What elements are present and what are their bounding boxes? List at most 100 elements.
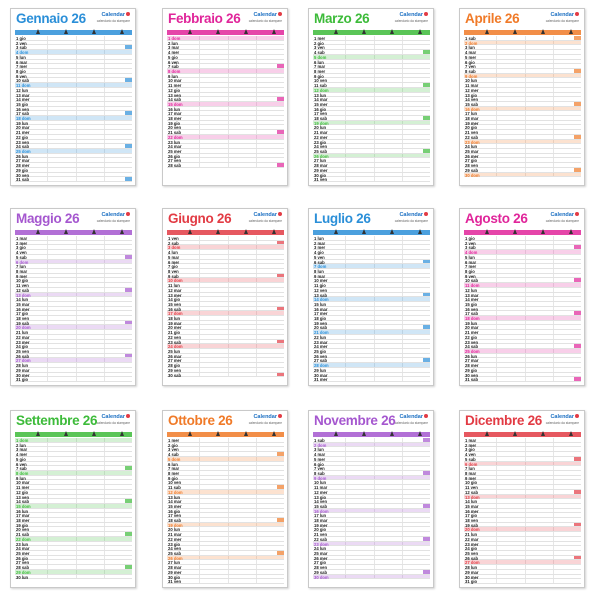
day-row: 14 mer xyxy=(15,97,132,102)
day-number: 5 mer xyxy=(314,456,326,462)
moon-phase-icon xyxy=(216,431,221,436)
day-number: 18 ven xyxy=(16,316,30,322)
month-card[interactable]: Aprile 26 Calendar calendario da stampare 1… xyxy=(459,8,585,186)
day-number: 19 mar xyxy=(168,320,182,326)
week-cell xyxy=(574,462,581,466)
column-divider xyxy=(373,438,375,580)
day-number: 20 ven xyxy=(16,527,30,533)
moon-phase-icon xyxy=(485,229,490,234)
week-header-bar xyxy=(464,230,581,235)
day-row: 20 dom xyxy=(464,527,581,532)
day-number: 23 dom xyxy=(314,541,329,547)
week-cell xyxy=(574,278,581,283)
moon-phase-icon xyxy=(390,229,395,234)
month-card[interactable]: Luglio 26 Calendar calendario da stampare 1… xyxy=(308,208,434,386)
day-row: 26 ven xyxy=(313,354,430,359)
week-cell xyxy=(574,288,581,292)
brand-logo: Calendar calendario da stampare xyxy=(249,212,282,224)
day-number: 13 mar xyxy=(16,92,30,98)
day-row: 1 gio xyxy=(15,36,132,41)
day-row: 12 gio xyxy=(15,490,132,495)
day-row: 4 mer xyxy=(15,452,132,457)
week-cell xyxy=(574,154,581,158)
week-cell xyxy=(277,462,284,466)
day-rows: 1 dom 2 lun 3 mar 4 mer 5 gio 6 ven 7 sab 8 dom… xyxy=(15,438,132,584)
moon-phase-icon xyxy=(272,431,277,436)
month-card[interactable]: Agosto 26 Calendar calendario da stampare 1… xyxy=(459,208,585,386)
week-cell xyxy=(574,575,581,579)
day-row: 18 dom xyxy=(15,116,132,121)
day-row: 25 mar xyxy=(313,551,430,556)
month-title: Giugno 26 xyxy=(168,211,232,226)
week-cell xyxy=(277,236,284,240)
week-cell xyxy=(423,476,430,480)
day-row: 1 ven xyxy=(167,236,284,241)
week-cell xyxy=(125,60,132,64)
day-row: 24 lun xyxy=(464,144,581,149)
week-cell xyxy=(423,102,430,106)
month-card[interactable]: Settembre 26 Calendar calendario da stampa… xyxy=(10,410,136,588)
week-cell xyxy=(423,503,430,508)
week-cell xyxy=(277,518,284,522)
month-card[interactable]: Giugno 26 Calendar calendario da stampare 1… xyxy=(162,208,288,386)
day-row: 16 gio xyxy=(167,509,284,514)
week-cell xyxy=(125,532,132,536)
day-row: 6 ven xyxy=(167,60,284,65)
day-number: 30 dom xyxy=(314,574,329,580)
day-number: 20 sab xyxy=(314,325,328,331)
week-cell xyxy=(423,363,430,367)
day-row: 23 lun xyxy=(167,140,284,145)
day-row: 6 mar xyxy=(464,260,581,265)
day-number: 24 mar xyxy=(168,144,182,150)
day-row: 25 lun xyxy=(167,349,284,354)
month-card[interactable]: Ottobre 26 Calendar calendario da stampare… xyxy=(162,410,288,588)
day-row: 20 ven xyxy=(15,527,132,532)
month-title: Settembre 26 xyxy=(16,413,98,428)
week-cell xyxy=(423,107,430,111)
week-cell xyxy=(277,55,284,59)
day-row: 28 dom xyxy=(313,363,430,368)
day-number: 26 ven xyxy=(314,353,328,359)
day-number: 18 mer xyxy=(16,518,30,524)
column-divider xyxy=(103,236,105,382)
week-cell xyxy=(423,121,430,125)
day-row: 13 gio xyxy=(313,495,430,500)
month-card[interactable]: Novembre 26 Calendar calendario da stampar… xyxy=(308,410,434,588)
week-cell xyxy=(574,513,581,517)
week-cell xyxy=(277,513,284,517)
day-number: 8 gio xyxy=(16,68,26,74)
month-card[interactable]: Maggio 26 Calendar calendario da stampare 1… xyxy=(10,208,136,386)
month-card[interactable]: Dicembre 26 Calendar calendario da stampar… xyxy=(459,410,585,588)
week-cell xyxy=(574,447,581,451)
week-cell xyxy=(423,83,430,87)
day-number: 22 mer xyxy=(168,536,182,542)
day-number: 22 mar xyxy=(465,536,479,542)
month-title: Gennaio 26 xyxy=(16,11,86,26)
day-row: 10 lun xyxy=(464,78,581,83)
month-card[interactable]: Febbraio 26 Calendar calendario da stampar… xyxy=(162,8,288,186)
moon-phase-icon xyxy=(569,229,574,234)
week-cell xyxy=(277,457,284,461)
day-row: 29 mar xyxy=(15,368,132,373)
day-number: 7 ven xyxy=(314,466,325,472)
day-number: 29 mer xyxy=(168,569,182,575)
week-cell xyxy=(423,373,430,377)
moon-phase-icon xyxy=(569,431,574,436)
day-row: 25 mer xyxy=(15,551,132,556)
day-number: 13 dom xyxy=(16,292,31,298)
day-number: 8 sab xyxy=(465,68,476,74)
day-number: 27 mar xyxy=(16,158,30,164)
week-cell xyxy=(125,504,132,508)
week-cell xyxy=(125,542,132,546)
month-card[interactable]: Gennaio 26 Calendar calendario da stampare… xyxy=(10,8,136,186)
day-row: 26 mer xyxy=(313,556,430,561)
week-cell xyxy=(574,340,581,344)
day-row: 9 gio xyxy=(167,476,284,481)
day-number: 19 sab xyxy=(16,320,30,326)
week-cell xyxy=(125,173,132,177)
month-card[interactable]: Marzo 26 Calendar calendario da stampare 1 … xyxy=(308,8,434,186)
week-cell xyxy=(574,107,581,111)
brand-logo: Calendar calendario da stampare xyxy=(249,414,282,426)
day-number: 26 mer xyxy=(314,555,328,561)
week-cell xyxy=(125,41,132,45)
